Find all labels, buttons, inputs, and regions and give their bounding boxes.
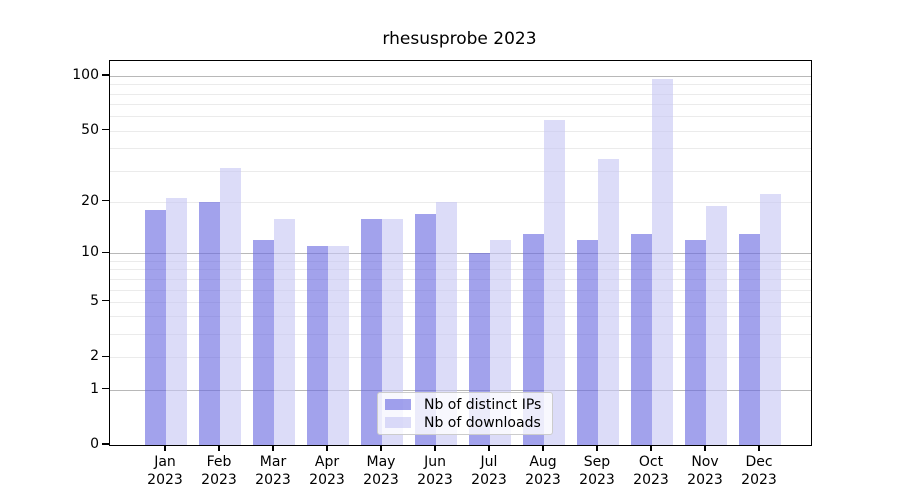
x-tick [326, 445, 328, 451]
x-tick-label-may: May 2023 [363, 454, 399, 488]
bar-distinct-ips-jun [415, 214, 436, 445]
minor-gridline [110, 84, 811, 86]
minor-gridline [110, 260, 811, 262]
y-tick [102, 355, 109, 357]
bar-downloads-jun [436, 201, 457, 445]
minor-gridline [110, 116, 811, 118]
bar-downloads-jan [166, 197, 187, 445]
minor-gridline [110, 357, 811, 359]
bar-downloads-sep [598, 158, 619, 445]
bar-downloads-mar [274, 218, 295, 445]
legend-row-downloads: Nb of downloads [385, 414, 544, 431]
y-tick-label: 2 [90, 348, 99, 365]
x-tick-label-sep: Sep 2023 [579, 454, 615, 488]
x-tick [488, 445, 490, 451]
x-tick-label-apr: Apr 2023 [309, 454, 345, 488]
minor-gridline [110, 170, 811, 172]
x-tick-label-feb: Feb 2023 [201, 454, 237, 488]
chart-title: rhesusprobe 2023 [382, 29, 537, 49]
legend-row-distinct-ips: Nb of distinct IPs [385, 396, 544, 413]
x-tick-label-jan: Jan 2023 [147, 454, 183, 488]
legend-label-distinct-ips: Nb of distinct IPs [424, 396, 542, 413]
legend-swatch-downloads-icon [385, 417, 411, 428]
major-gridline [110, 76, 811, 78]
bar-distinct-ips-sep [577, 240, 598, 445]
bar-downloads-oct [652, 79, 673, 445]
y-tick [102, 199, 109, 202]
minor-gridline [110, 316, 811, 318]
x-tick-label-oct: Oct 2023 [633, 454, 669, 488]
bar-distinct-ips-feb [199, 201, 220, 445]
bar-downloads-aug [544, 120, 565, 445]
x-tick [758, 445, 760, 451]
bar-downloads-may [382, 218, 403, 445]
minor-gridline [110, 289, 811, 291]
bar-distinct-ips-may [361, 218, 382, 445]
plot-area [109, 60, 812, 446]
legend: Nb of distinct IPs Nb of downloads [377, 392, 553, 435]
minor-gridline [110, 278, 811, 280]
y-tick [102, 74, 109, 76]
y-tick-label: 20 [81, 192, 99, 209]
bar-downloads-feb [220, 168, 241, 445]
minor-gridline [110, 334, 811, 336]
y-tick-label: 10 [81, 244, 99, 261]
bar-distinct-ips-jan [145, 209, 166, 445]
y-tick [102, 300, 109, 302]
x-tick [542, 445, 544, 451]
x-tick-label-dec: Dec 2023 [741, 454, 777, 488]
y-tick-label: 5 [90, 292, 99, 309]
x-tick-label-nov: Nov 2023 [687, 454, 723, 488]
bar-distinct-ips-apr [307, 246, 328, 445]
major-gridline [110, 253, 811, 255]
x-tick [596, 445, 598, 451]
x-tick [218, 445, 220, 451]
x-tick [704, 445, 706, 451]
x-tick [164, 445, 166, 451]
x-tick [650, 445, 652, 451]
y-tick [102, 387, 109, 390]
minor-gridline [110, 104, 811, 106]
x-tick-label-mar: Mar 2023 [255, 454, 291, 488]
x-tick-label-jul: Jul 2023 [471, 454, 507, 488]
minor-gridline [110, 130, 811, 132]
bar-downloads-nov [706, 205, 727, 445]
minor-gridline [110, 201, 811, 203]
minor-gridline [110, 301, 811, 303]
x-tick [434, 445, 436, 451]
bar-distinct-ips-nov [685, 240, 706, 445]
legend-label-downloads: Nb of downloads [424, 414, 541, 431]
y-tick-label: 1 [90, 380, 99, 397]
bar-distinct-ips-mar [253, 240, 274, 445]
y-tick [102, 129, 109, 131]
bar-downloads-apr [328, 246, 349, 445]
minor-gridline [110, 148, 811, 150]
major-gridline [110, 389, 811, 391]
y-tick [102, 443, 109, 445]
bar-distinct-ips-oct [631, 234, 652, 445]
y-tick-label: 0 [90, 436, 99, 452]
bar-downloads-dec [760, 194, 781, 445]
y-tick-label: 50 [81, 121, 99, 138]
x-tick-label-jun: Jun 2023 [417, 454, 453, 488]
minor-gridline [110, 269, 811, 271]
bar-distinct-ips-dec [739, 234, 760, 445]
y-tick [102, 251, 109, 253]
x-tick [380, 445, 382, 451]
legend-swatch-distinct-ips-icon [385, 399, 411, 410]
minor-gridline [110, 93, 811, 95]
x-tick-label-aug: Aug 2023 [525, 454, 561, 488]
x-tick [272, 445, 274, 451]
y-tick-label: 100 [72, 67, 99, 84]
